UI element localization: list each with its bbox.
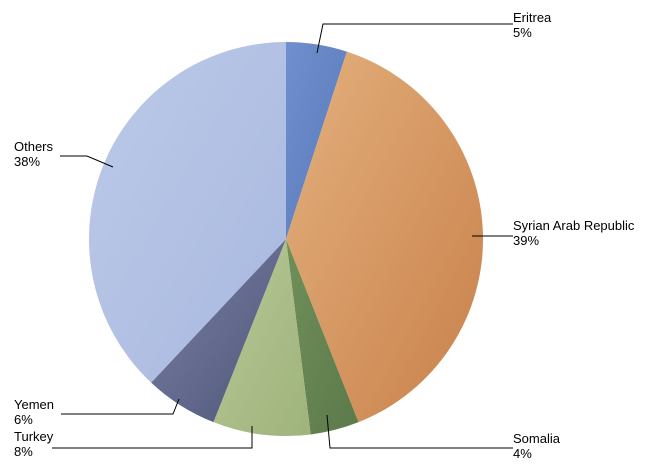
leader-line [52, 426, 253, 449]
slice-percent-label: 4% [513, 446, 532, 461]
pie-slice-eritrea [286, 42, 347, 239]
leader-line [326, 414, 513, 449]
pie-slices [88, 42, 484, 437]
pie-slice-yemen [151, 239, 286, 423]
pie-slice-turkey [213, 239, 311, 437]
slice-percent-label: 38% [14, 154, 40, 169]
pie-slice-others [88, 42, 286, 383]
slice-label: Others [14, 139, 54, 154]
leader-line [316, 23, 513, 54]
slice-percent-label: 6% [14, 412, 33, 427]
leader-line [60, 155, 114, 168]
pie-slice-somalia [286, 239, 359, 435]
slice-label: Turkey [14, 429, 54, 444]
slice-label: Somalia [513, 431, 561, 446]
slice-percent-label: 5% [513, 25, 532, 40]
leader-line [61, 398, 180, 415]
slice-label: Syrian Arab Republic [513, 218, 635, 233]
slice-label: Eritrea [513, 10, 552, 25]
slice-percent-label: 39% [513, 233, 539, 248]
slice-percent-label: 8% [14, 444, 33, 459]
pie-slice-syrian-arab-republic [286, 51, 484, 423]
slice-label: Yemen [14, 397, 54, 412]
